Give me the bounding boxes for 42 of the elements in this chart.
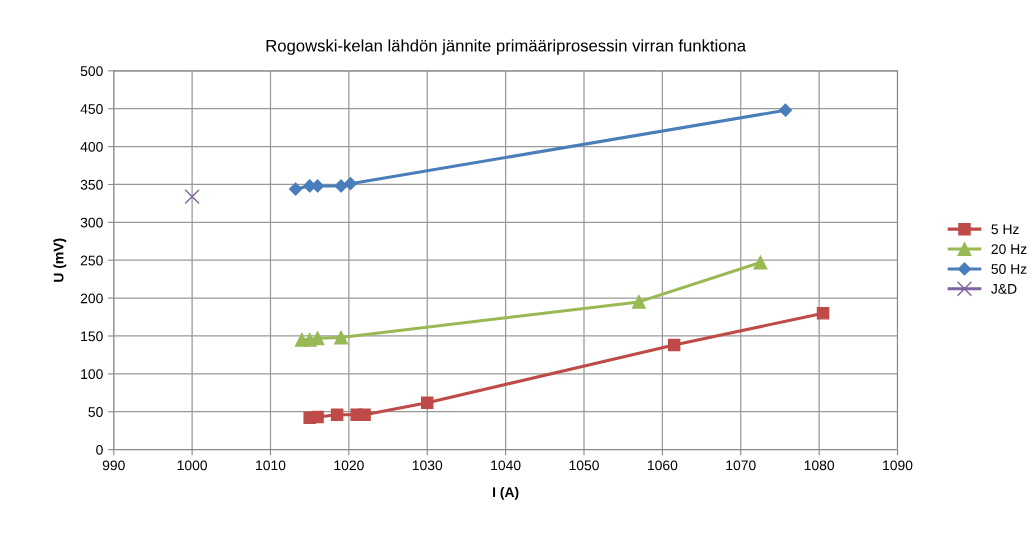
y-tick-label: 500 [80, 66, 103, 77]
y-tick-label: 0 [96, 444, 103, 455]
y-tick-label: 300 [80, 217, 103, 228]
y-tick-label: 400 [80, 141, 103, 152]
point [420, 396, 434, 409]
legend-label: 50 Hz [991, 264, 1027, 274]
x-tick-label: 1010 [256, 460, 286, 471]
point [778, 103, 793, 117]
y-tick-label: 50 [88, 407, 103, 417]
point [330, 408, 344, 422]
x-tick-label: 1080 [804, 460, 835, 471]
y-tick-label: 450 [80, 104, 103, 114]
point [343, 177, 358, 191]
y-tick-label: 200 [80, 293, 103, 304]
point [667, 338, 681, 352]
y-tick-label: 250 [80, 255, 103, 266]
point [631, 294, 646, 309]
chart-title: Rogowski-kelan lähdön jännite primääriprosessin virran funktiona [266, 39, 747, 55]
y-axis-title: U (mV) [53, 238, 67, 282]
legend-label: 20 Hz [991, 244, 1027, 255]
x-tick-label: 990 [102, 460, 125, 471]
point [184, 188, 200, 205]
x-tick-label: 1000 [177, 460, 208, 471]
point [816, 307, 830, 320]
point [358, 408, 371, 422]
x-tick-label: 1090 [883, 460, 913, 471]
y-tick-label: 350 [80, 179, 103, 190]
x-tick-label: 1070 [726, 460, 756, 471]
point [311, 410, 324, 424]
x-axis-title: I (A) [493, 486, 519, 500]
legend-label: 5 Hz [991, 224, 1019, 235]
x-tick-label: 1060 [647, 460, 678, 471]
x-tick-label: 1040 [491, 460, 521, 471]
x-tick-label: 1030 [412, 460, 443, 471]
point [334, 330, 348, 345]
x-tick-label: 1050 [569, 460, 599, 471]
y-tick-label: 100 [81, 369, 103, 380]
y-tick-label: 150 [81, 331, 103, 342]
x-tick-label: 1020 [334, 460, 364, 471]
legend-label: J&D [991, 284, 1017, 294]
point [753, 255, 768, 270]
point [288, 182, 303, 196]
